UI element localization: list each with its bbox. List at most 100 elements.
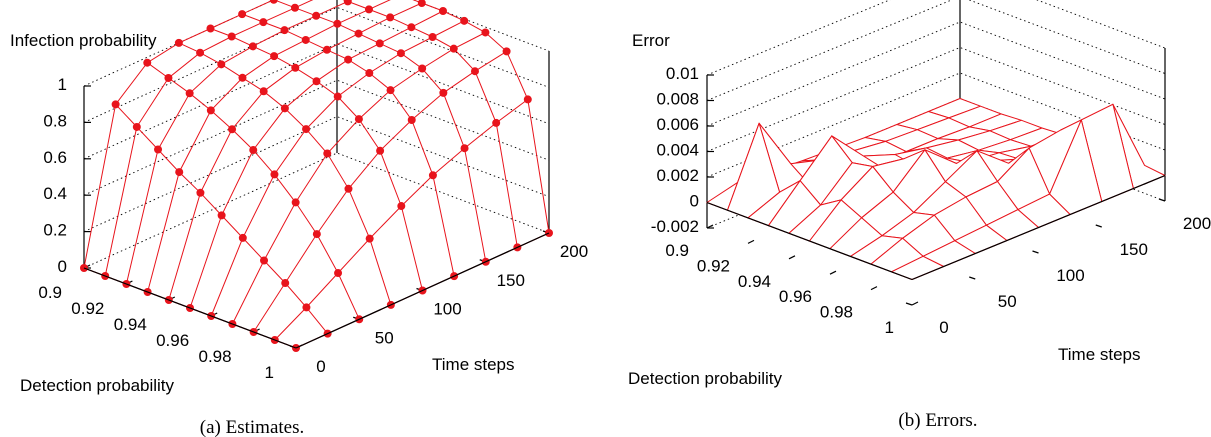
data-point [217,60,226,69]
z-tick-label: 0.2 [43,221,67,240]
y-tick-label: 100 [1056,266,1084,285]
mesh-line-detection [147,0,391,293]
data-point [344,55,353,64]
chart-errors: -0.002 0 0.002 0.004 0.006 0.008 0.01 0.9 0.92 0.… [628,0,1211,431]
y-axis-line-front [911,174,1166,281]
data-point [354,115,363,124]
y-tick-label: 200 [560,242,588,261]
x-tick-label: 0.98 [820,303,853,322]
y-tick-mark [969,276,976,280]
z-tick-label: 0.002 [656,166,699,185]
data-point [375,39,384,48]
data-point [418,64,427,73]
data-point [281,279,290,288]
y-tick-label: 100 [433,300,461,319]
y-tick-label: 50 [375,328,394,347]
z-gridline [83,79,550,196]
z-tick-label: 0.004 [656,141,699,160]
data-point [333,92,342,101]
data-point [428,33,437,42]
data-point [523,95,532,104]
data-point [280,26,289,35]
data-point [302,303,311,312]
z-gridline [83,0,550,87]
data-point [206,106,215,115]
data-point [344,184,353,193]
data-point [343,0,352,6]
figure-caption: (b) Errors. [898,410,977,431]
x-tick-label: 0.98 [199,347,232,366]
data-point [238,10,247,19]
data-point [196,48,205,57]
data-point [396,49,405,58]
data-point [143,58,152,67]
figure-caption: (a) Estimates. [200,417,304,437]
x-tick-label: 0.96 [156,331,189,350]
data-point [291,63,300,72]
y-tick-label: 0 [316,357,325,376]
chart-estimates: 0 0.2 0.4 0.6 0.8 1 0.9 0.92 0.94 0.96 0.98 1 0 50 100… [10,0,588,437]
data-point [154,145,163,154]
x-tick-mark [911,301,919,306]
data-point [407,23,416,32]
y-tick-label: 150 [1120,240,1148,259]
data-point [312,77,321,86]
y-tick-label: 0 [939,318,948,337]
data-point [365,69,374,78]
z-gridline [706,0,1166,101]
data-point [470,67,479,76]
data-point [322,45,331,54]
z-tick-label: 0.8 [43,111,67,130]
y-tick-label: 150 [497,271,525,290]
x-axis-label: Detection probability [20,376,175,395]
data-point [449,44,458,53]
y-tick-mark [905,302,913,306]
x-tick-label: 0.92 [697,256,730,275]
data-point [196,188,205,197]
data-point [302,125,311,134]
x-tick-mark [747,239,755,244]
data-point [386,13,395,22]
z-tick-label: 0.6 [43,148,67,167]
data-point [460,16,469,25]
data-point [312,230,321,239]
z-gridline [706,0,1166,76]
data-point [270,170,279,179]
data-point [334,269,343,278]
data-point [417,0,426,7]
data-point [323,149,332,158]
y-tick-mark [1032,250,1039,254]
data-point [397,202,406,211]
mesh-line-detection [231,32,486,325]
x-tick-mark [829,270,837,275]
mesh-line-time [210,28,423,291]
z-tick-label: 0 [690,192,699,211]
x-tick-label: 0.94 [738,272,771,291]
data-point [111,100,120,109]
x-tick-mark [788,255,796,260]
data-point [439,7,447,15]
x-axis-line-front [706,201,913,281]
data-point [238,73,247,82]
z-axis-label: Error [632,31,670,50]
z-tick-label: 0.4 [43,184,67,203]
data-point [259,87,268,96]
data-point [354,29,363,38]
data-point [185,89,194,98]
data-point [481,28,490,37]
data-point [248,42,257,51]
z-axis-label: Infection probability [10,31,157,50]
data-point [217,211,226,220]
data-point [365,234,374,243]
y-tick-mark [1158,198,1166,202]
data-point [290,3,299,12]
z-gridline [706,21,1166,127]
data-point [386,86,395,95]
data-point [364,5,373,14]
z-tick-label: -0.002 [651,217,699,236]
data-point [280,104,289,113]
z-tick-label: 0.01 [666,64,699,83]
data-point [376,146,385,155]
data-point [164,73,173,82]
